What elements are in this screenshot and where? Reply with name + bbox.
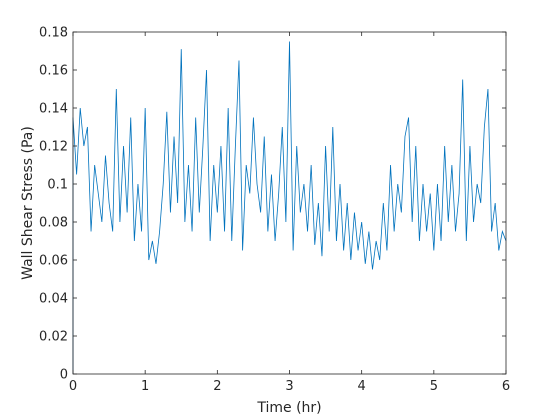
y-tick-label: 0.16 [39, 64, 68, 79]
x-tick-label: 0 [69, 379, 77, 394]
y-tick-label: 0.04 [39, 292, 68, 307]
x-tick-label: 1 [141, 379, 149, 394]
y-tick-label: 0 [60, 368, 68, 383]
data-line [72, 41, 507, 374]
y-tick-label: 0.18 [39, 26, 68, 41]
x-tick-label: 6 [502, 379, 510, 394]
y-tick-label: 0.08 [39, 216, 68, 231]
x-axis-label: Time (hr) [256, 400, 321, 416]
y-tick-label: 0.14 [39, 102, 68, 117]
y-tick-label: 0.12 [39, 140, 68, 155]
x-tick-label: 3 [285, 379, 293, 394]
y-tick-label: 0.1 [47, 178, 68, 193]
y-tick-label: 0.06 [39, 254, 68, 269]
x-tick-label: 5 [430, 379, 438, 394]
x-tick-label: 4 [358, 379, 366, 394]
y-axis-label: Wall Shear Stress (Pa) [20, 126, 36, 280]
y-tick-label: 0.02 [39, 330, 68, 345]
x-tick-label: 2 [213, 379, 221, 394]
